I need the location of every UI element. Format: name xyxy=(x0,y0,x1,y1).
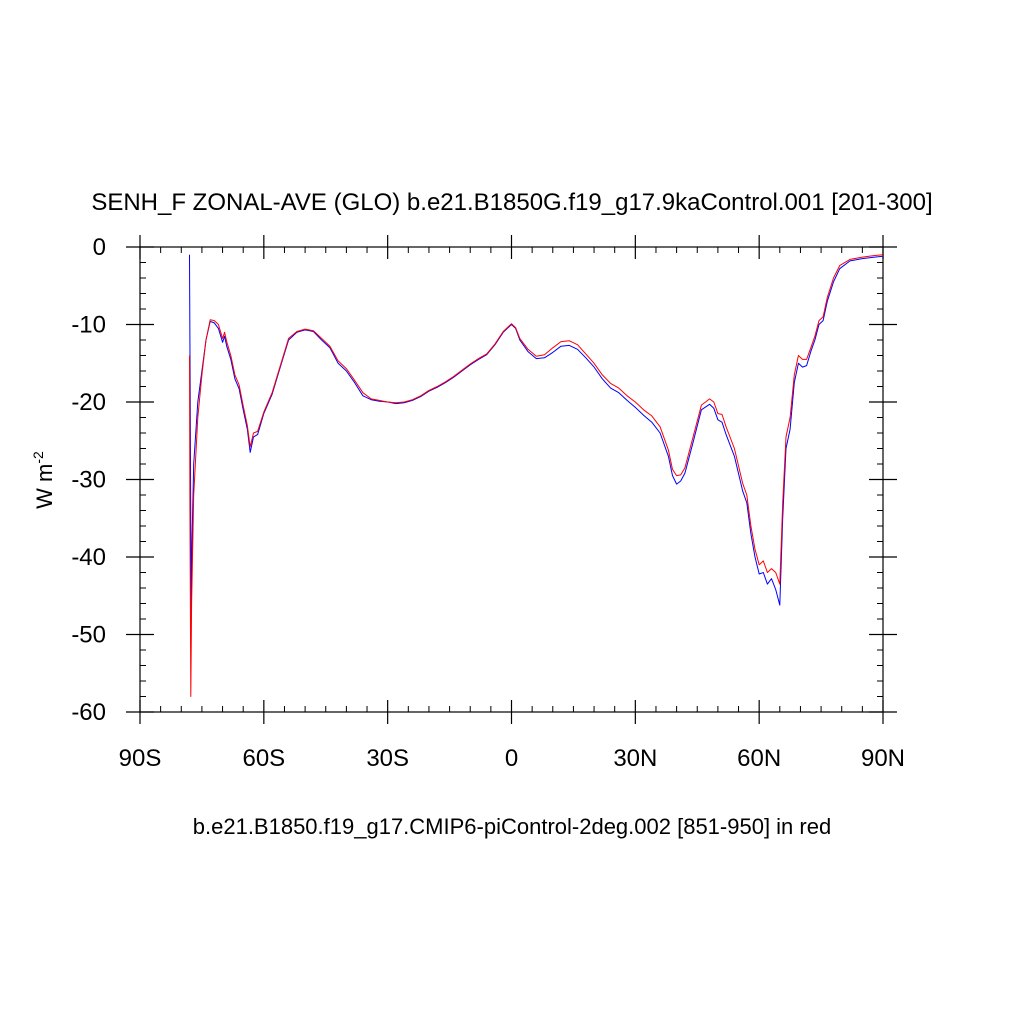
y-tick-labels: 0 -10 -20 -30 -40 -50 -60 xyxy=(71,234,106,726)
series-lines xyxy=(189,254,884,697)
y-tick-label: -10 xyxy=(71,312,106,339)
y-axis-label: W m-2 xyxy=(30,451,57,509)
series-line-2 xyxy=(189,254,884,697)
x-major-ticks xyxy=(139,235,884,724)
x-tick-label: 60S xyxy=(242,745,285,772)
x-tick-label: 90S xyxy=(119,745,162,772)
y-tick-label: 0 xyxy=(93,234,106,261)
x-tick-label: 30N xyxy=(613,745,657,772)
x-tick-label: 90N xyxy=(861,745,905,772)
plot-frame xyxy=(139,246,884,713)
y-tick-label: -20 xyxy=(71,389,106,416)
y-tick-label: -60 xyxy=(71,699,106,726)
y-axis-label-unit: W m xyxy=(32,464,57,509)
chart-title: SENH_F ZONAL-AVE (GLO) b.e21.B1850G.f19_… xyxy=(91,189,932,216)
x-minor-ticks xyxy=(160,247,863,712)
y-tick-label: -50 xyxy=(71,622,106,649)
x-tick-label: 0 xyxy=(505,745,518,772)
y-tick-label: -40 xyxy=(71,544,106,571)
y-axis-label-exponent: -2 xyxy=(30,451,46,464)
x-tick-labels: 90S 60S 30S 0 30N 60N 90N xyxy=(119,745,905,772)
series-line-1 xyxy=(189,254,884,620)
y-minor-ticks xyxy=(140,262,883,697)
plot-area xyxy=(126,235,897,724)
chart-subtitle: b.e21.B1850.f19_g17.CMIP6-piControl-2deg… xyxy=(193,814,831,839)
y-major-ticks xyxy=(126,246,897,713)
x-tick-label: 30S xyxy=(366,745,409,772)
x-tick-label: 60N xyxy=(737,745,781,772)
y-tick-label: -30 xyxy=(71,467,106,494)
